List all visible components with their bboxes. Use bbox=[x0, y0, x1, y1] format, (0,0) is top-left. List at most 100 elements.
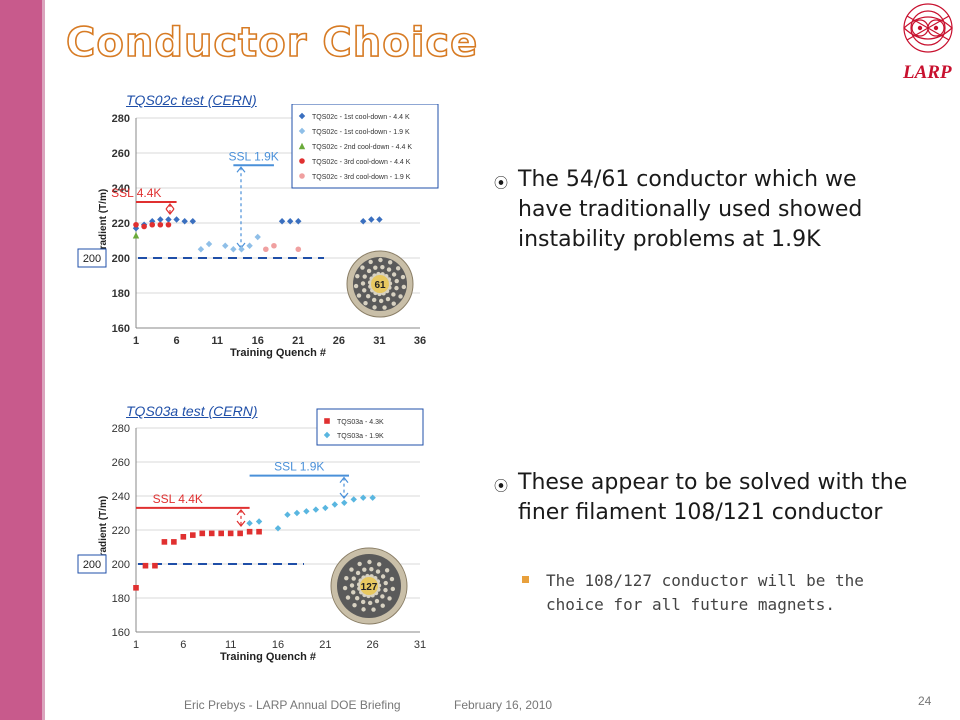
footer-presenter: Eric Prebys - LARP Annual DOE Briefing bbox=[184, 698, 401, 712]
legend-marker bbox=[323, 431, 331, 439]
filament-icon bbox=[366, 268, 372, 274]
filament-icon bbox=[400, 274, 406, 280]
filament-icon bbox=[385, 296, 391, 302]
legend-marker bbox=[299, 173, 305, 179]
data-point bbox=[255, 518, 263, 525]
filament-icon bbox=[394, 278, 399, 284]
x-tick-label: 11 bbox=[211, 335, 223, 347]
filament-icon bbox=[360, 599, 366, 605]
filament-icon bbox=[372, 305, 377, 310]
data-point bbox=[173, 216, 180, 223]
data-point bbox=[263, 246, 269, 253]
reference-label-box bbox=[77, 554, 107, 574]
legend-label: TQS03a - 1.9K bbox=[337, 433, 384, 440]
data-point bbox=[254, 233, 261, 241]
data-point bbox=[157, 216, 164, 223]
data-point bbox=[208, 530, 215, 537]
x-tick-label: 1 bbox=[133, 335, 139, 347]
filament-icon bbox=[360, 281, 366, 286]
reference-label-box bbox=[77, 248, 107, 268]
legend-marker bbox=[299, 158, 305, 164]
y-axis-label: Gradient (T/m) bbox=[98, 496, 109, 564]
sub-bullet-item: The 108/127 conductor will be the choice… bbox=[522, 569, 902, 619]
filament-icon bbox=[352, 602, 357, 608]
y-tick-label: 220 bbox=[112, 218, 130, 230]
data-point bbox=[284, 511, 291, 518]
filament-icon bbox=[395, 266, 401, 271]
left-accent-bar bbox=[0, 0, 42, 720]
sub-bullet-text: The 108/127 conductor will be the choice… bbox=[546, 571, 864, 614]
filament-icon bbox=[373, 265, 378, 270]
ssl-arrow-head bbox=[236, 166, 246, 173]
filament-icon bbox=[378, 298, 384, 304]
filament-icon bbox=[362, 274, 367, 279]
filament-icon bbox=[394, 285, 399, 291]
legend-marker bbox=[298, 142, 306, 150]
filament-icon bbox=[376, 562, 382, 567]
reference-label: 200 bbox=[83, 253, 101, 265]
bullet-marker-icon: ⦿ bbox=[494, 176, 508, 192]
filament-icon bbox=[355, 273, 360, 279]
x-axis-label: Training Quench # bbox=[230, 347, 326, 359]
y-tick-label: 200 bbox=[112, 253, 130, 265]
data-point bbox=[271, 242, 277, 249]
reference-label: 200 bbox=[83, 559, 101, 571]
data-point bbox=[295, 246, 302, 253]
data-point bbox=[142, 562, 149, 569]
filament-icon bbox=[351, 576, 356, 581]
conductor-center-icon bbox=[360, 577, 378, 595]
data-point bbox=[237, 530, 243, 537]
data-point bbox=[205, 240, 213, 248]
filament-icon bbox=[374, 598, 380, 604]
data-point bbox=[133, 585, 139, 591]
ssl-label: SSL 1.9K bbox=[274, 460, 324, 474]
filament-icon bbox=[367, 559, 372, 565]
x-tick-label: 21 bbox=[292, 335, 304, 347]
y-tick-label: 200 bbox=[112, 559, 130, 571]
x-tick-label: 16 bbox=[272, 639, 284, 651]
chart-1-title: TQS02c test (CERN) bbox=[126, 92, 257, 108]
data-point bbox=[189, 218, 196, 225]
x-tick-label: 36 bbox=[414, 335, 426, 347]
filament-icon bbox=[378, 257, 383, 263]
data-point bbox=[246, 528, 253, 535]
data-point bbox=[180, 534, 187, 540]
data-point bbox=[293, 509, 301, 517]
data-point bbox=[369, 494, 376, 501]
filament-icon bbox=[342, 585, 348, 591]
x-tick-label: 11 bbox=[225, 639, 236, 651]
x-axis-label: Training Quench # bbox=[220, 651, 316, 663]
y-tick-label: 160 bbox=[112, 627, 130, 639]
filament-icon bbox=[383, 587, 388, 593]
x-tick-label: 6 bbox=[180, 639, 186, 651]
y-axis-label: Gradient (T/m) bbox=[98, 189, 109, 257]
x-tick-label: 16 bbox=[252, 335, 264, 347]
filament-icon bbox=[363, 300, 368, 306]
data-point bbox=[230, 246, 237, 253]
legend-marker bbox=[324, 418, 330, 424]
data-point bbox=[190, 532, 196, 538]
ssl-arrow-head bbox=[236, 520, 246, 527]
data-point bbox=[303, 508, 310, 515]
data-point bbox=[165, 221, 172, 228]
ssl-label: SSL 4.4K bbox=[153, 492, 203, 506]
filament-icon bbox=[361, 607, 366, 612]
filament-icon bbox=[391, 292, 396, 297]
filament-icon bbox=[380, 603, 385, 608]
filament-icon bbox=[380, 594, 385, 599]
data-point bbox=[274, 525, 282, 532]
data-point bbox=[197, 246, 205, 253]
filament-icon bbox=[355, 570, 361, 576]
inset-label: 127 bbox=[361, 582, 378, 593]
filament-icon bbox=[368, 259, 373, 265]
data-point bbox=[218, 530, 224, 537]
y-tick-label: 280 bbox=[112, 423, 130, 435]
data-point bbox=[149, 221, 156, 228]
y-tick-label: 260 bbox=[112, 148, 130, 160]
data-point bbox=[161, 539, 168, 545]
filament-icon bbox=[367, 600, 373, 606]
y-tick-label: 240 bbox=[112, 183, 130, 195]
filament-icon bbox=[371, 297, 377, 303]
x-tick-label: 26 bbox=[367, 639, 379, 651]
